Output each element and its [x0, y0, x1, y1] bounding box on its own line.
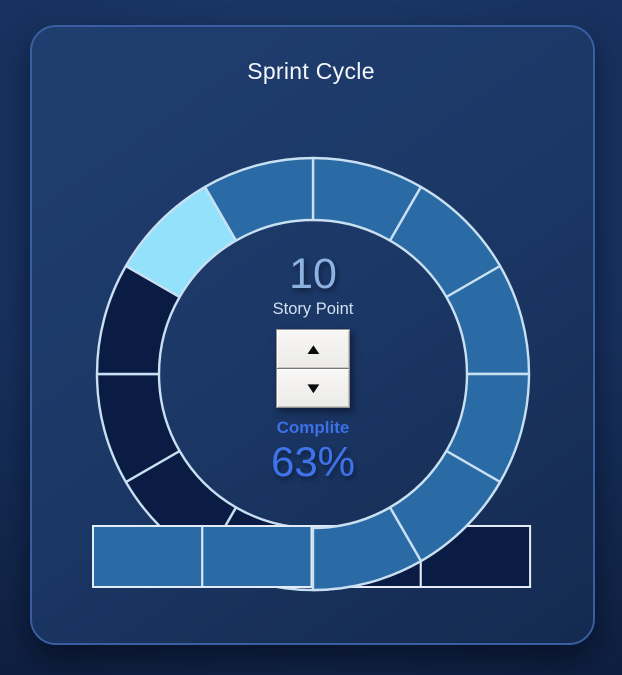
bar-cell-0[interactable] — [92, 525, 204, 588]
ring-segment-11[interactable] — [203, 156, 315, 242]
stepper-down-button[interactable]: ▼ — [277, 368, 349, 408]
story-points-value: 10 — [289, 250, 337, 298]
page-title: Sprint Cycle — [247, 58, 375, 84]
story-points-label: Story Point — [272, 300, 354, 319]
ring-over-bar — [311, 449, 502, 592]
story-points-stepper[interactable]: ▲ ▼ — [276, 329, 350, 409]
ring-segment-5[interactable] — [311, 506, 423, 592]
complete-percent: 63% — [270, 438, 356, 486]
complete-label: Complite — [276, 418, 350, 438]
gauge-center: 10 Story Point ▲ ▼ Complite 63% — [198, 250, 428, 486]
triangle-down-icon: ▼ — [302, 379, 324, 397]
bar-cell-1[interactable] — [201, 525, 313, 588]
stepper-up-button[interactable]: ▲ — [277, 330, 349, 369]
triangle-up-icon: ▲ — [302, 340, 324, 358]
cycle-bar — [92, 525, 532, 588]
